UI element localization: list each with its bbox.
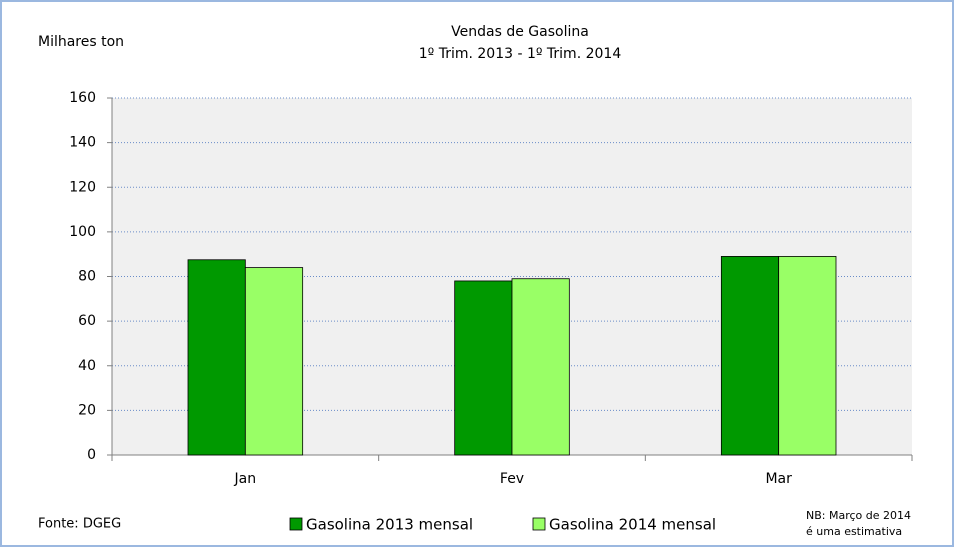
x-tick-label: Fev <box>500 471 524 487</box>
legend-swatch <box>532 517 546 531</box>
chart-subtitle: 1º Trim. 2013 - 1º Trim. 2014 <box>419 46 622 62</box>
y-tick-label: 120 <box>69 179 96 195</box>
y-tick-label: 140 <box>69 135 96 151</box>
y-tick-label: 160 <box>69 90 96 106</box>
chart-title: Vendas de Gasolina <box>451 24 589 40</box>
bar <box>454 280 513 456</box>
y-tick-label: 0 <box>87 447 96 463</box>
x-tick-label: Mar <box>765 471 792 487</box>
note: é uma estimativa <box>806 525 902 538</box>
legend-label: Gasolina 2013 mensal <box>306 516 473 534</box>
y-tick-label: 60 <box>78 313 96 329</box>
source: Fonte: DGEG <box>38 517 121 532</box>
legend-label: Gasolina 2014 mensal <box>549 516 716 534</box>
y-axis-label: Milhares ton <box>38 34 124 50</box>
bar <box>187 259 246 456</box>
legend-swatch <box>289 517 303 531</box>
y-tick-label: 80 <box>78 269 96 285</box>
bar <box>720 256 780 456</box>
bar <box>244 267 304 456</box>
bar <box>511 278 570 456</box>
y-tick-label: 20 <box>78 402 96 418</box>
y-tick-label: 100 <box>69 224 96 240</box>
x-tick-label: Jan <box>234 471 257 487</box>
note: NB: Março de 2014 <box>806 509 911 522</box>
y-tick-label: 40 <box>78 358 96 374</box>
bar <box>778 256 837 456</box>
